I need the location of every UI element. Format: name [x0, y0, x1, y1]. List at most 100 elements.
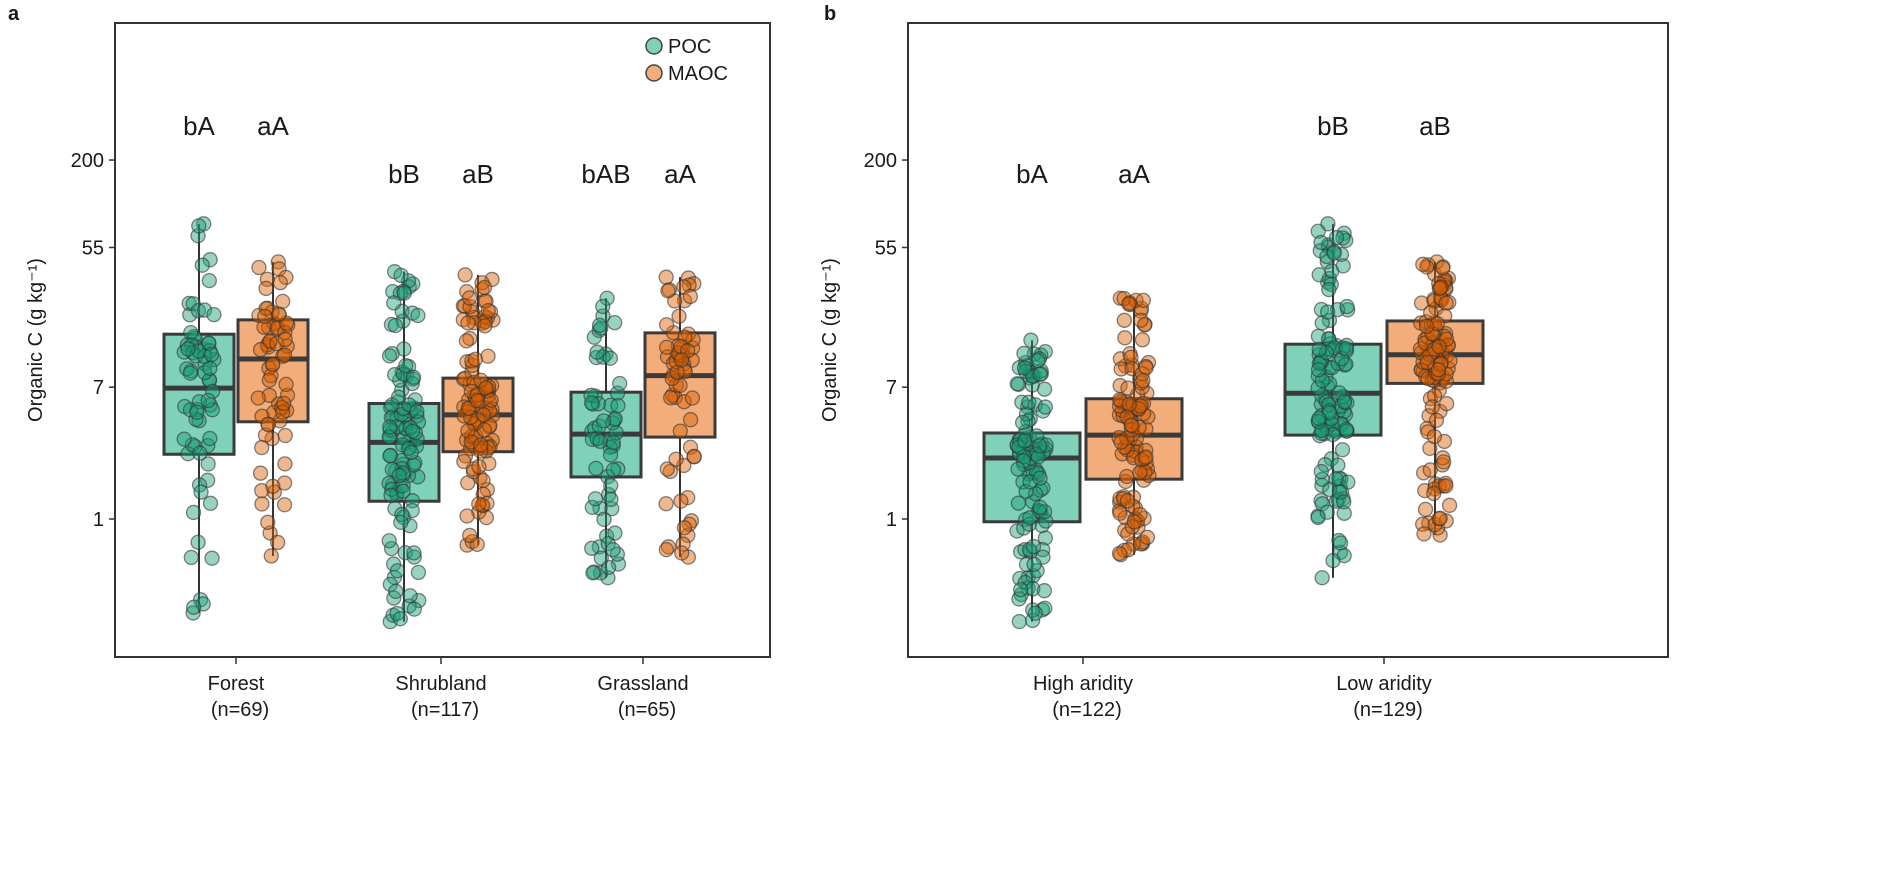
plot-frame	[114, 22, 771, 658]
data-point	[203, 346, 220, 363]
data-point	[607, 525, 623, 541]
data-point	[456, 453, 472, 470]
data-point	[190, 303, 207, 319]
significance-letters: bAB	[581, 159, 630, 189]
data-point	[607, 315, 623, 331]
data-point	[458, 333, 475, 349]
data-point	[610, 397, 626, 414]
data-point	[269, 335, 285, 352]
data-point	[671, 308, 687, 324]
y-tick-label: 200	[864, 150, 897, 172]
data-point	[190, 534, 206, 550]
data-point	[1121, 396, 1137, 412]
data-point	[605, 542, 621, 558]
data-point	[673, 352, 690, 368]
x-tick-label: Forest	[208, 673, 265, 695]
data-point	[1009, 437, 1025, 453]
data-point	[191, 218, 207, 234]
data-point	[263, 548, 279, 564]
data-point	[1313, 463, 1329, 480]
y-tick-label: 200	[71, 150, 104, 172]
significance-letters: bA	[183, 111, 215, 141]
data-point	[201, 372, 218, 388]
data-point	[591, 317, 608, 333]
data-point	[1438, 396, 1455, 412]
data-point	[480, 302, 496, 319]
data-point	[591, 322, 607, 339]
data-point	[196, 302, 213, 318]
panel-b: b Organic C (g kg⁻¹) 1 7 55 200 High aridity (n…	[819, 3, 1669, 721]
data-point	[658, 339, 675, 355]
box-maoc-low-aridity	[1385, 254, 1485, 543]
data-point	[461, 290, 478, 306]
data-point	[475, 472, 491, 489]
data-point	[1016, 433, 1033, 449]
data-point	[271, 306, 287, 322]
data-point	[680, 527, 696, 544]
data-point	[1032, 366, 1048, 383]
data-point	[1138, 449, 1154, 465]
data-point	[462, 527, 478, 544]
data-point	[1116, 312, 1132, 328]
box-poc-high-aridity	[982, 332, 1082, 630]
data-point	[676, 520, 693, 536]
box-poc-grassland	[569, 290, 643, 586]
data-point	[1119, 409, 1135, 425]
data-point	[402, 588, 418, 604]
data-point	[1021, 394, 1037, 410]
data-point	[204, 402, 220, 418]
data-point	[1432, 510, 1448, 526]
data-point	[1319, 248, 1335, 265]
box-maoc-shrubland	[441, 267, 515, 553]
data-point	[204, 550, 220, 566]
data-point	[584, 499, 600, 516]
data-point	[397, 545, 413, 561]
data-point	[202, 495, 219, 511]
data-point	[254, 496, 270, 512]
data-point	[1428, 412, 1445, 429]
data-point	[260, 416, 276, 433]
data-point	[682, 412, 699, 428]
data-point	[1424, 399, 1440, 415]
data-point	[603, 491, 619, 508]
data-point	[1117, 473, 1134, 490]
data-point	[1138, 360, 1154, 376]
data-point	[476, 422, 493, 438]
data-point	[406, 545, 422, 561]
significance-letters: aA	[664, 159, 696, 189]
data-point	[658, 541, 674, 558]
data-point	[1336, 505, 1352, 521]
data-point	[1015, 453, 1032, 469]
data-point	[1436, 454, 1452, 470]
data-point	[199, 472, 216, 488]
data-point	[180, 341, 196, 357]
data-point	[475, 486, 491, 502]
data-point	[383, 487, 399, 503]
data-point	[1032, 470, 1048, 486]
data-point	[1032, 499, 1048, 515]
box-poc-forest	[162, 216, 236, 621]
panel-label: a	[8, 3, 20, 25]
data-point	[457, 370, 473, 386]
data-point	[672, 423, 688, 439]
data-point	[382, 419, 398, 435]
data-point	[261, 372, 277, 388]
data-point	[1335, 258, 1351, 274]
data-point	[585, 565, 601, 581]
data-point	[1030, 352, 1046, 369]
data-point	[596, 413, 612, 429]
legend-label: POC	[668, 36, 711, 58]
data-point	[393, 514, 409, 531]
data-point	[473, 437, 489, 453]
significance-letters: aA	[1118, 159, 1150, 189]
data-point	[1112, 505, 1128, 521]
data-point	[457, 448, 474, 464]
data-point	[673, 493, 689, 509]
data-point	[1310, 223, 1326, 239]
data-point	[1010, 461, 1026, 477]
data-point	[473, 372, 489, 388]
data-point	[277, 427, 293, 444]
x-tick-label: Grassland	[597, 673, 688, 695]
data-point	[1025, 538, 1042, 555]
data-point	[592, 433, 608, 449]
